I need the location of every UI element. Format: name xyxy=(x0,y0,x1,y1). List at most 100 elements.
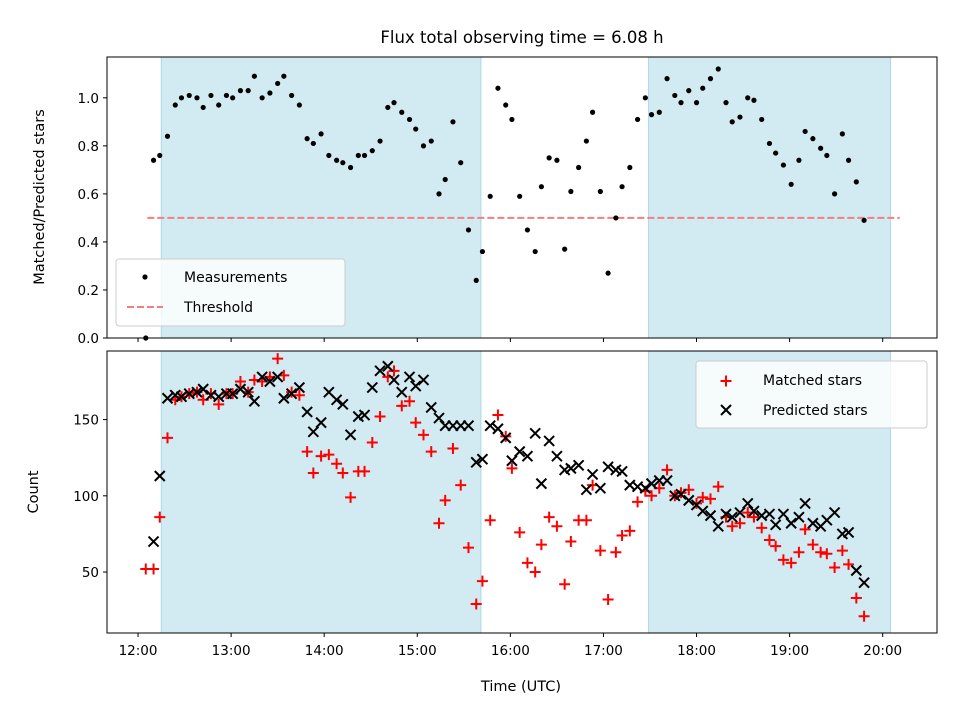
predicted-star-point xyxy=(799,497,811,510)
measurement-point xyxy=(289,92,295,99)
measurement-point xyxy=(458,160,464,166)
measurement-point xyxy=(186,92,192,99)
measurement-point xyxy=(164,133,171,139)
measurement-point xyxy=(275,80,281,87)
top-y-label: Matched/Predicted stars xyxy=(32,109,48,285)
measurement-point xyxy=(479,248,486,255)
predicted-star-point xyxy=(580,484,593,496)
measurement-point xyxy=(554,157,560,163)
predicted-star-point xyxy=(594,482,607,494)
matched-star-point xyxy=(836,545,848,557)
x-tick-label: 12:00 xyxy=(119,643,158,659)
measurement-point xyxy=(259,95,265,101)
measurement-point xyxy=(267,90,273,96)
predicted-star-point xyxy=(500,432,512,444)
predicted-star-point xyxy=(777,508,790,520)
predicted-star-point xyxy=(793,511,805,523)
predicted-star-point xyxy=(191,386,203,398)
measurement-point xyxy=(832,191,838,197)
predicted-star-point xyxy=(807,517,819,529)
matched-star-point xyxy=(514,526,526,538)
matched-star-point xyxy=(345,491,357,503)
y-tick-label: 50 xyxy=(82,565,99,581)
matched-star-point xyxy=(726,520,738,532)
predicted-star-point xyxy=(742,497,754,510)
matched-star-point xyxy=(551,520,563,532)
matched-star-point xyxy=(763,534,775,546)
predicted-star-point xyxy=(278,392,290,404)
measurement-point xyxy=(281,73,287,79)
matched-star-point xyxy=(529,566,541,578)
predicted-star-point xyxy=(470,456,482,468)
measurement-point xyxy=(310,140,316,147)
matched-star-point xyxy=(793,546,805,558)
measurement-point xyxy=(642,95,648,101)
predicted-star-point xyxy=(704,509,717,522)
measurement-point xyxy=(861,217,867,223)
predicted-star-point xyxy=(726,511,738,523)
measurements-series xyxy=(143,66,867,341)
bottom-axes-frame xyxy=(106,350,938,634)
predicted-star-point xyxy=(301,406,313,418)
matched-star-point xyxy=(417,429,429,441)
measurement-point xyxy=(737,114,743,120)
predicted-star-point xyxy=(842,526,855,539)
measurement-point xyxy=(773,150,779,156)
predicted-star-point xyxy=(425,401,437,414)
legend-threshold-label: Threshold xyxy=(183,300,253,316)
measurement-point xyxy=(605,270,611,276)
matched-star-point xyxy=(704,493,716,505)
matched-star-point xyxy=(807,539,819,551)
top-x-ticks xyxy=(137,338,884,342)
measurement-point xyxy=(442,176,448,183)
measurement-point xyxy=(230,95,236,101)
x-tick-label: 13:00 xyxy=(212,643,251,659)
measurement-point xyxy=(853,179,859,185)
matched-star-point xyxy=(632,496,644,508)
x-tick-label: 18:00 xyxy=(677,643,716,659)
matched-star-point xyxy=(661,464,673,476)
measurement-point xyxy=(450,119,456,125)
x-axis: 12:00 13:00 14:00 15:00 16:00 17:00 18:00 19:00… xyxy=(119,633,902,659)
predicted-star-point xyxy=(484,419,496,432)
matched-star-point xyxy=(447,443,459,455)
measurement-point xyxy=(420,143,427,149)
matched-star-point xyxy=(821,548,833,560)
matched-star-point xyxy=(162,432,174,444)
predicted-star-point xyxy=(285,387,298,400)
predicted-star-point xyxy=(675,488,687,500)
measurement-point xyxy=(648,112,655,118)
matched-star-point xyxy=(462,542,474,554)
measurement-point xyxy=(237,88,244,94)
predicted-star-point xyxy=(476,453,489,465)
measurement-point xyxy=(495,85,501,91)
predicted-star-point xyxy=(307,426,320,438)
predicted-star-point xyxy=(271,371,284,383)
measurement-point xyxy=(810,136,816,142)
predicted-star-point xyxy=(763,508,776,520)
measurement-point xyxy=(568,188,574,195)
measurement-point xyxy=(766,140,773,147)
predicted-star-point xyxy=(337,398,349,411)
matched-star-point xyxy=(433,517,445,529)
x-tick-label: 20:00 xyxy=(863,643,902,659)
predicted-star-point xyxy=(396,386,408,398)
matched-star-point xyxy=(770,540,782,552)
measurement-point xyxy=(399,109,405,115)
measurement-point xyxy=(355,152,361,159)
measurement-point xyxy=(304,136,310,142)
bottom-y-axis: 50 100 150 xyxy=(73,413,107,581)
predicted-star-point xyxy=(248,395,261,408)
matched-star-point xyxy=(697,491,709,503)
predicted-star-point xyxy=(858,576,870,589)
measurement-point xyxy=(157,152,163,159)
measurement-point xyxy=(172,102,178,108)
predicted-star-point xyxy=(175,391,188,403)
top-legend: Measurements Threshold xyxy=(115,258,346,327)
predicted-star-point xyxy=(388,374,400,386)
predicted-star-point xyxy=(234,383,247,395)
matched-star-point xyxy=(293,389,305,401)
top-panel: 0.0 0.2 0.4 0.6 0.8 1.0 Matched/Predicted sta… xyxy=(32,56,938,347)
measurement-point xyxy=(326,152,332,159)
predicted-star-point xyxy=(366,381,378,394)
